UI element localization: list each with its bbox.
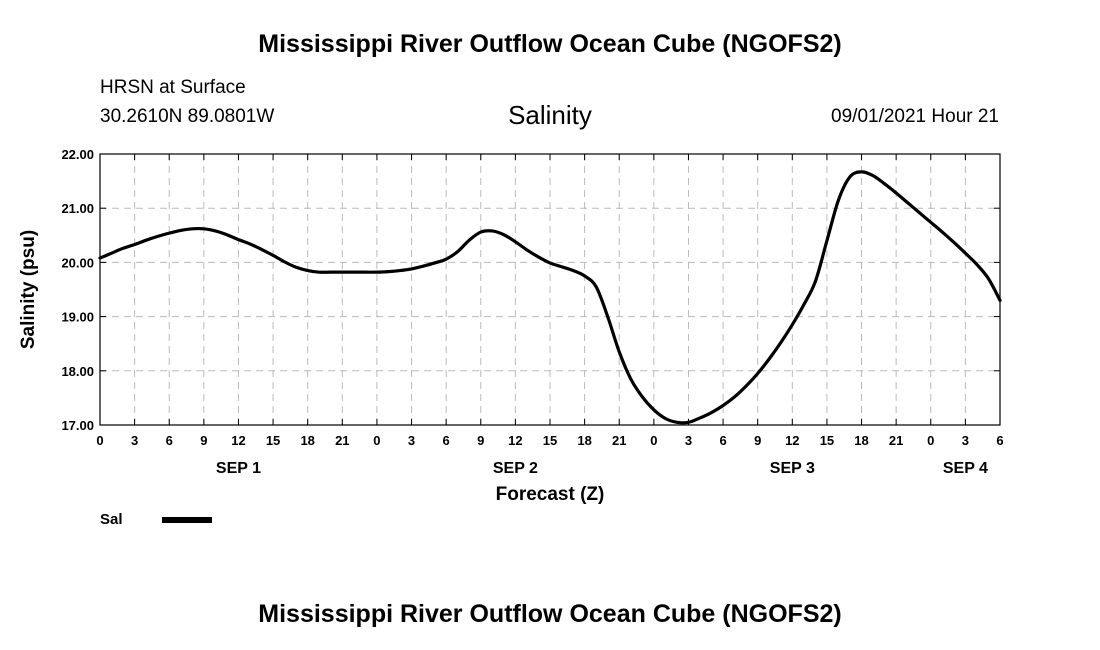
- x-axis-title: Forecast (Z): [496, 484, 605, 505]
- day-label: SEP 3: [770, 460, 815, 477]
- x-tick-label: 12: [785, 433, 799, 448]
- chart-main-title: Mississippi River Outflow Ocean Cube (NG…: [258, 30, 842, 58]
- x-tick-label: 12: [508, 433, 522, 448]
- chart-footer-title: Mississippi River Outflow Ocean Cube (NG…: [258, 600, 842, 628]
- legend-label: Sal: [100, 511, 123, 528]
- y-tick-label: 19.00: [61, 310, 94, 325]
- coordinates-label: 30.2610N 89.0801W: [100, 106, 275, 127]
- x-tick-label: 9: [477, 433, 484, 448]
- station-label: HRSN at Surface: [100, 77, 246, 98]
- x-tick-label: 15: [543, 433, 557, 448]
- series-line-sal: [98, 170, 1002, 425]
- x-tick-label: 15: [266, 433, 280, 448]
- x-tick-label: 21: [612, 433, 626, 448]
- x-tick-label: 6: [443, 433, 450, 448]
- x-tick-label: 6: [166, 433, 173, 448]
- y-tick-label: 18.00: [61, 364, 94, 379]
- y-tick-label: 17.00: [61, 418, 94, 433]
- x-tick-label: 18: [300, 433, 314, 448]
- x-tick-label: 3: [131, 433, 138, 448]
- x-tick-label: 18: [577, 433, 591, 448]
- x-tick-label: 3: [685, 433, 692, 448]
- day-label: SEP 2: [493, 460, 538, 477]
- y-axis-title: Salinity (psu): [18, 230, 39, 349]
- plot-frame: [99, 153, 1001, 426]
- y-tick-label: 20.00: [61, 255, 94, 270]
- x-tick-label: 21: [335, 433, 349, 448]
- x-tick-label: 9: [200, 433, 207, 448]
- x-tick-label: 21: [889, 433, 903, 448]
- x-tick-label: 6: [996, 433, 1003, 448]
- x-tick-label: 12: [231, 433, 245, 448]
- datetime-label: 09/01/2021 Hour 21: [831, 106, 999, 127]
- chart-title: Salinity: [508, 100, 592, 130]
- y-tick-label: 22.00: [61, 147, 94, 162]
- x-tick-label: 0: [96, 433, 103, 448]
- x-tick-label: 0: [650, 433, 657, 448]
- grid-layer: [100, 154, 1000, 425]
- legend: Sal: [100, 511, 212, 528]
- day-label: SEP 4: [943, 460, 988, 477]
- day-label: SEP 1: [216, 460, 261, 477]
- x-tick-label: 0: [927, 433, 934, 448]
- x-tick-label: 3: [962, 433, 969, 448]
- x-tick-label: 15: [820, 433, 834, 448]
- label-layer: 0 3 6 9 12 15 18 21 0 3 6 9 12 15 18 21 0 3 6 9 12 15 18 21 0 3 6 1…: [61, 147, 1003, 477]
- series-layer: [98, 170, 1002, 425]
- y-tick-label: 21.00: [61, 201, 94, 216]
- x-tick-label: 0: [373, 433, 380, 448]
- x-tick-label: 9: [754, 433, 761, 448]
- x-tick-label: 6: [719, 433, 726, 448]
- x-tick-label: 3: [408, 433, 415, 448]
- x-tick-label: 18: [854, 433, 868, 448]
